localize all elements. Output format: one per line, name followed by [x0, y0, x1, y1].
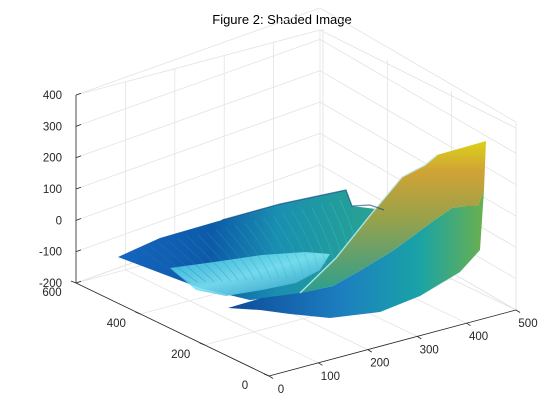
- z-gridline-right: [319, 38, 517, 154]
- z-tick-mark: [75, 218, 82, 221]
- surface-shading-line: [196, 234, 239, 281]
- surface-shading-line: [215, 229, 256, 281]
- x-axis-ticks: 0 100 200 300 400 500: [268, 309, 538, 396]
- surface-highlight-ridge: [299, 154, 438, 294]
- z-gridline-left: [75, 132, 321, 221]
- x-tick-label: 100: [321, 371, 340, 383]
- surface-shading-line: [244, 222, 280, 279]
- surface-trough: [170, 252, 330, 296]
- x-tick-mark: [515, 309, 521, 313]
- surface-shading-line: [158, 243, 207, 283]
- z-tick-mark: [75, 92, 82, 96]
- surface-shading-line: [177, 238, 223, 282]
- y-tick-mark: [199, 342, 205, 346]
- surface-shading-line: [225, 227, 264, 280]
- y-tick-label: 600: [42, 287, 61, 299]
- z-tick-label: 300: [43, 121, 62, 133]
- z-axis-ticks: -200 -100 0 100 200 300 400: [39, 90, 82, 290]
- z-gridline-left: [75, 7, 321, 96]
- z-tick-mark: [75, 124, 82, 127]
- z-gridline-right: [319, 70, 517, 186]
- surface-shading-line: [234, 224, 272, 280]
- x-tick-label: 200: [370, 358, 389, 370]
- z-tick-label: 200: [43, 153, 62, 165]
- surface-edge-rough: [221, 189, 385, 221]
- x-tick-label: 400: [469, 331, 488, 343]
- x-tick-mark: [318, 362, 323, 366]
- z-tick-mark: [75, 280, 82, 284]
- surface-shading-line: [206, 231, 247, 281]
- x-axis-line: [268, 309, 517, 377]
- x-tick-label: 500: [518, 318, 537, 330]
- y-axis-ticks: 0 200 400 600: [42, 280, 270, 392]
- x-tick-mark: [416, 336, 422, 340]
- y-tick-label: 0: [242, 380, 248, 392]
- surface-rising-wall: [300, 141, 486, 293]
- y-tick-mark: [135, 311, 141, 315]
- z-gridline-left: [75, 38, 321, 127]
- z-tick-label: 400: [43, 90, 62, 102]
- surface-shading-line: [187, 236, 231, 282]
- surface-shading-line: [292, 211, 320, 277]
- surface-front-sheet: [228, 190, 484, 318]
- z-gridline-left: [75, 164, 321, 253]
- surface-shading-line: [139, 247, 191, 284]
- surface-shading-line: [254, 220, 288, 279]
- z-gridline-left: [75, 70, 321, 159]
- x-tick-mark: [367, 349, 373, 353]
- x-tick-mark: [268, 375, 274, 379]
- z-tick-mark: [75, 249, 82, 253]
- z-tick-mark: [75, 155, 82, 159]
- x-floor-gridline: [125, 269, 319, 364]
- surface-shading-line: [168, 240, 215, 283]
- surface-shading-line: [282, 213, 312, 278]
- z-tick-label: -100: [39, 247, 62, 259]
- x-tick-label: 300: [420, 344, 439, 356]
- surface-plot: [118, 141, 486, 318]
- y-tick-label: 400: [107, 318, 126, 330]
- z-tick-label: -200: [39, 278, 62, 290]
- z-gridline-left: [75, 101, 321, 190]
- surface-shading-line: [273, 215, 304, 278]
- z-tick-label: 100: [43, 184, 62, 196]
- y-tick-mark: [70, 280, 77, 284]
- y-tick-label: 200: [171, 349, 190, 361]
- wall-top-edge: [75, 29, 321, 96]
- chart-title: Figure 2: Shaded Image: [212, 12, 351, 27]
- z-tick-label: 0: [56, 215, 62, 227]
- z-tick-mark: [75, 186, 82, 190]
- surface-shading-line: [263, 218, 296, 279]
- x-tick-mark: [466, 322, 471, 327]
- x-tick-label: 0: [278, 384, 284, 396]
- y-tick-mark: [263, 373, 270, 377]
- y-axis-line: [75, 282, 270, 377]
- z-gridline-right: [319, 7, 517, 123]
- surface-shading-line: [149, 245, 199, 283]
